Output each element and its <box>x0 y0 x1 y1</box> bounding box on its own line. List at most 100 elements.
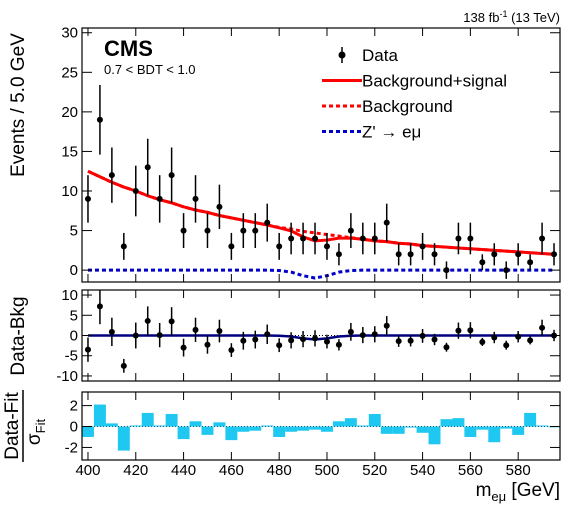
data-point <box>323 243 330 250</box>
data-point <box>240 227 247 234</box>
y-tick-label: 20 <box>61 104 78 121</box>
curve <box>87 268 555 280</box>
data-point <box>96 116 103 123</box>
lumi-sup: -1 <box>499 9 507 19</box>
y-label: Data-Bkg <box>8 296 29 375</box>
data-point <box>168 318 175 325</box>
x-tick-label: 580 <box>506 462 531 479</box>
bar <box>524 412 537 427</box>
data-point <box>264 331 271 338</box>
data-point <box>312 335 319 342</box>
bar <box>249 426 262 431</box>
bar <box>488 426 501 443</box>
data-point <box>180 344 187 351</box>
data-point <box>443 267 450 274</box>
bar <box>129 425 142 427</box>
data-point <box>84 346 91 353</box>
data-point <box>228 347 235 354</box>
data-point <box>156 195 163 202</box>
bar <box>297 426 310 431</box>
bar <box>165 413 178 427</box>
data-point <box>515 333 522 340</box>
y-tick-label: 2 <box>70 398 78 415</box>
data-point <box>479 338 486 345</box>
bar <box>117 426 130 451</box>
y-tick-label: 25 <box>61 64 78 81</box>
y-label: Data-Fit σFit <box>2 390 48 462</box>
lumi: 138 fb-1 (13 TeV) <box>463 9 560 25</box>
data-point <box>527 337 534 344</box>
x-tick-label: 500 <box>314 462 339 479</box>
data-point <box>551 251 558 258</box>
y-label-den: σFit <box>24 419 48 446</box>
data-point <box>371 235 378 242</box>
y-label-num: Data-Fit <box>2 392 23 460</box>
x-label-sym: m <box>476 480 492 501</box>
data-point <box>431 251 438 258</box>
data-point <box>395 251 402 258</box>
sigma: σ <box>24 433 45 445</box>
data-point <box>383 322 390 329</box>
x-tick-label: 560 <box>458 462 483 479</box>
bar <box>201 426 214 435</box>
data-point <box>204 227 211 234</box>
data-point <box>467 327 474 334</box>
bar <box>512 426 525 435</box>
bar <box>380 426 393 434</box>
y-label: Events / 5.0 GeV <box>8 33 29 177</box>
data-point <box>84 195 91 202</box>
bar <box>392 426 405 434</box>
data-point <box>264 219 271 226</box>
data-point <box>276 243 283 250</box>
data-point <box>300 235 307 242</box>
legend-label: Background <box>362 97 453 116</box>
data-point <box>359 332 366 339</box>
x-tick-label: 420 <box>123 462 148 479</box>
data-point <box>347 328 354 335</box>
bar <box>500 426 513 429</box>
data-point <box>335 341 342 348</box>
data-point <box>527 259 534 266</box>
data-point <box>371 331 378 338</box>
bar <box>273 426 286 437</box>
data-point <box>192 326 199 333</box>
bar <box>440 419 453 427</box>
x-label-sub: eμ <box>491 489 506 504</box>
data-point <box>479 259 486 266</box>
data-point <box>323 338 330 345</box>
data-point <box>156 332 163 339</box>
bar <box>309 426 321 430</box>
data-point <box>180 227 187 234</box>
data-point <box>539 235 546 242</box>
bar <box>261 425 274 427</box>
x-tick-label: 540 <box>410 462 435 479</box>
bar <box>225 426 238 441</box>
data-point <box>216 328 223 335</box>
data-point <box>252 227 259 234</box>
bar <box>93 404 106 427</box>
data-point <box>455 327 462 334</box>
data-point <box>252 336 259 343</box>
bar <box>356 425 369 427</box>
data-point <box>108 328 115 335</box>
bar <box>153 425 166 427</box>
data-point <box>192 195 199 202</box>
data-point <box>216 203 223 210</box>
y-tick-label: 30 <box>61 25 78 42</box>
data-point <box>515 251 522 258</box>
x-tick-label: 460 <box>219 462 244 479</box>
curve <box>87 169 555 256</box>
sigma-sub: Fit <box>33 419 48 434</box>
data-point <box>383 219 390 226</box>
bar <box>105 423 118 427</box>
data-point <box>455 235 462 242</box>
bar <box>285 426 298 432</box>
data-point <box>419 243 426 250</box>
data-point <box>120 362 127 369</box>
bar <box>237 426 250 432</box>
data-point <box>503 342 510 349</box>
bar <box>141 412 154 427</box>
bar <box>464 426 477 437</box>
frame <box>81 391 561 461</box>
data-point <box>395 338 402 345</box>
